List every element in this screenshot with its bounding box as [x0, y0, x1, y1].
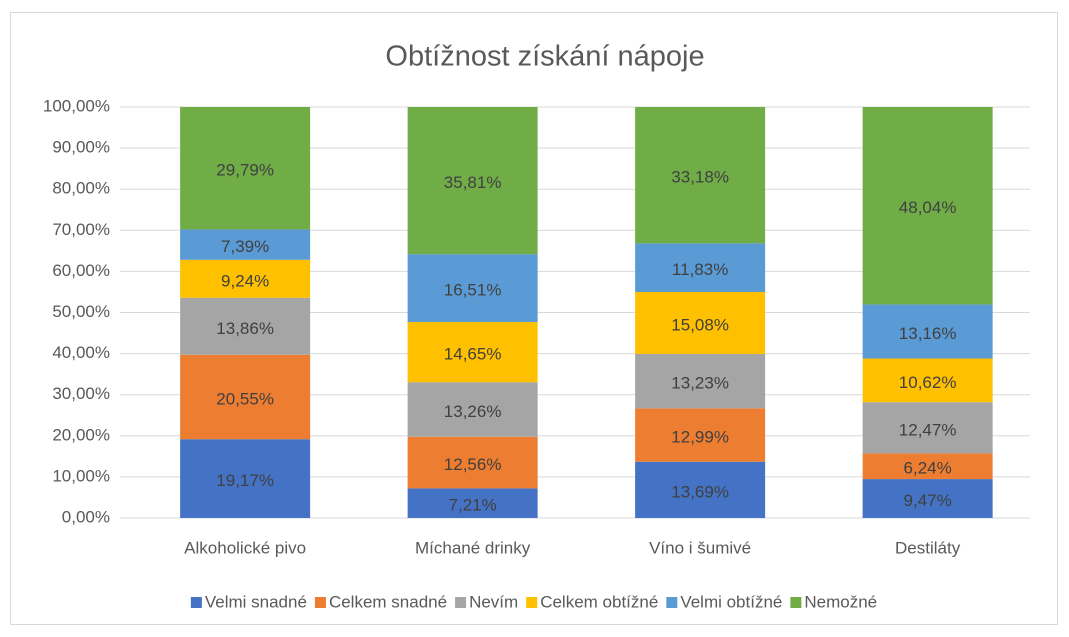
y-tick-label: 0,00%	[62, 507, 110, 526]
data-label: 11,83%	[672, 260, 728, 279]
data-label: 16,51%	[444, 281, 502, 300]
bar-segment	[407, 322, 538, 383]
data-label: 14,65%	[444, 345, 502, 364]
bar-segment	[180, 259, 311, 298]
legend-label: Celkem obtížné	[540, 592, 658, 611]
y-tick-label: 100,00%	[43, 96, 110, 115]
bar-segment	[862, 453, 993, 480]
bar-segment	[180, 439, 311, 518]
bar-segment	[862, 479, 993, 518]
data-label: 10,62%	[899, 373, 957, 392]
data-label: 13,86%	[216, 319, 274, 338]
y-tick-label: 40,00%	[52, 343, 110, 362]
bar-segment	[180, 107, 311, 230]
legend-label: Velmi snadné	[205, 592, 307, 611]
bar-segment	[407, 488, 538, 518]
x-tick-label: Míchané drinky	[415, 538, 531, 557]
legend-label: Nemožné	[804, 592, 877, 611]
data-label: 7,21%	[449, 496, 497, 515]
data-label: 13,26%	[444, 402, 502, 421]
y-tick-label: 80,00%	[52, 179, 110, 198]
bar-segment	[635, 461, 766, 518]
y-tick-label: 20,00%	[52, 425, 110, 444]
data-label: 6,24%	[904, 459, 952, 478]
legend-label: Nevím	[469, 592, 518, 611]
bar-segment	[635, 243, 766, 292]
bar-segment	[407, 254, 538, 323]
legend-swatch	[190, 597, 202, 608]
data-label: 20,55%	[216, 389, 274, 408]
data-label: 12,47%	[899, 420, 957, 439]
legend-label: Velmi obtížné	[680, 592, 782, 611]
data-label: 15,08%	[671, 315, 729, 334]
bar-segment	[180, 229, 311, 260]
y-tick-label: 30,00%	[52, 384, 110, 403]
bar-segment	[407, 382, 538, 437]
y-tick-label: 90,00%	[52, 138, 110, 157]
bar-segment	[862, 402, 993, 454]
y-tick-label: 50,00%	[52, 302, 110, 321]
data-label: 19,17%	[216, 471, 274, 490]
legend-swatch	[526, 597, 538, 608]
data-label: 12,99%	[671, 428, 729, 447]
bar-segment	[635, 291, 766, 354]
chart-title: Obtížnost získání nápoje	[385, 41, 704, 73]
y-tick-label: 60,00%	[52, 261, 110, 280]
x-tick-label: Víno i šumivé	[649, 538, 751, 557]
data-label: 29,79%	[216, 161, 274, 180]
bar-segment	[862, 358, 993, 403]
x-tick-label: Alkoholické pivo	[184, 538, 306, 557]
y-tick-label: 10,00%	[52, 466, 110, 485]
legend-swatch	[790, 597, 802, 608]
data-label: 33,18%	[671, 168, 729, 187]
bar-segment	[180, 297, 311, 355]
x-tick-label: Destiláty	[895, 538, 961, 557]
data-label: 48,04%	[899, 198, 957, 217]
legend-swatch	[666, 597, 678, 608]
bar-segment	[862, 107, 993, 305]
legend-swatch	[314, 597, 326, 608]
data-label: 13,23%	[671, 374, 729, 393]
data-label: 7,39%	[221, 237, 269, 256]
bar-segment	[862, 304, 993, 359]
legend-label: Celkem snadné	[329, 592, 447, 611]
bar-segment	[635, 353, 766, 409]
data-label: 35,81%	[444, 173, 502, 192]
data-label: 12,56%	[444, 455, 502, 474]
bar-segment	[407, 436, 538, 489]
data-label: 9,24%	[221, 271, 269, 290]
data-label: 13,69%	[671, 482, 729, 501]
y-tick-label: 70,00%	[52, 220, 110, 239]
legend: Velmi snadné Celkem snadné Nevím Celkem obt…	[190, 592, 877, 611]
bar-segment	[635, 408, 766, 462]
data-label: 9,47%	[904, 491, 952, 510]
legend-swatch	[455, 597, 467, 608]
bar-segment	[635, 107, 766, 244]
bar-segment	[407, 107, 538, 255]
data-label: 13,16%	[899, 324, 957, 343]
bar-segment	[180, 354, 311, 440]
